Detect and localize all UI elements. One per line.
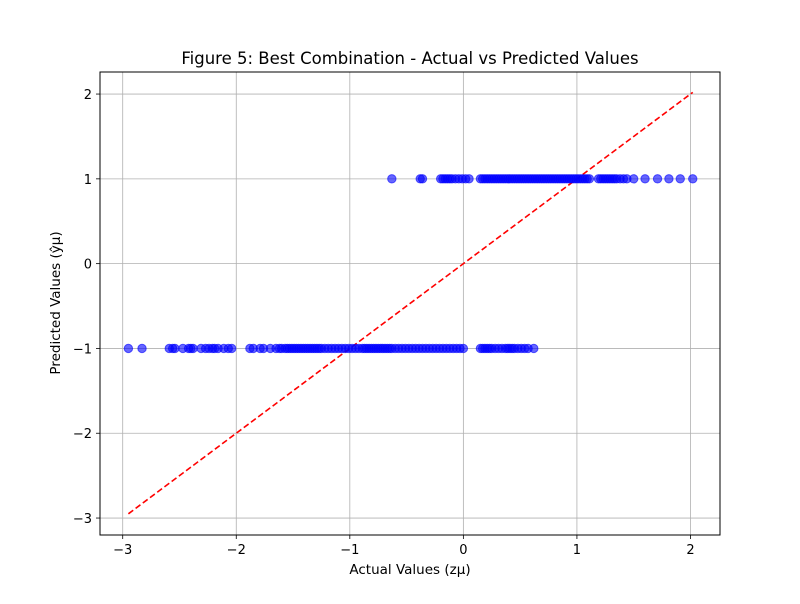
- x-tick-label: 0: [459, 543, 467, 558]
- chart-title: Figure 5: Best Combination - Actual vs P…: [181, 49, 638, 68]
- data-point: [640, 174, 650, 184]
- data-point: [584, 174, 595, 184]
- x-tick-label: −3: [113, 543, 132, 558]
- data-point: [529, 343, 539, 354]
- x-tick-label: −1: [340, 543, 359, 558]
- data-point: [417, 174, 428, 184]
- data-point: [227, 343, 237, 354]
- data-point: [123, 343, 134, 354]
- y-tick-label: 2: [84, 88, 92, 103]
- y-tick-label: 0: [84, 258, 92, 273]
- plot-area-frame: [99, 71, 721, 536]
- x-tick-label: −2: [227, 543, 246, 558]
- data-point: [464, 174, 474, 184]
- data-points-layer: [123, 174, 698, 354]
- data-point: [458, 343, 469, 354]
- reference-line-layer: [127, 91, 694, 515]
- x-tick-label: 1: [573, 543, 581, 558]
- x-axis-label: Actual Values (zμ): [349, 562, 470, 578]
- data-point: [652, 174, 663, 184]
- data-point: [137, 343, 147, 354]
- x-axis-ticks: −3 −2 −1 0 1 2: [113, 535, 695, 558]
- data-point: [664, 174, 674, 184]
- y-axis-label: Predicted Values (ŷμ): [48, 231, 64, 374]
- y-tick-label: 1: [84, 173, 92, 188]
- y-tick-label: −1: [73, 342, 92, 357]
- data-point: [188, 343, 198, 354]
- data-point: [688, 174, 698, 184]
- y-tick-label: −3: [73, 512, 92, 527]
- data-point: [170, 343, 180, 354]
- x-tick-label: 2: [686, 543, 694, 558]
- y-tick-label: −2: [73, 427, 92, 442]
- data-point: [675, 174, 685, 184]
- data-point: [387, 174, 397, 184]
- reference-line: [127, 91, 694, 515]
- y-axis-ticks: −3 −2 −1 0 1 2: [73, 88, 100, 527]
- data-point: [628, 174, 639, 184]
